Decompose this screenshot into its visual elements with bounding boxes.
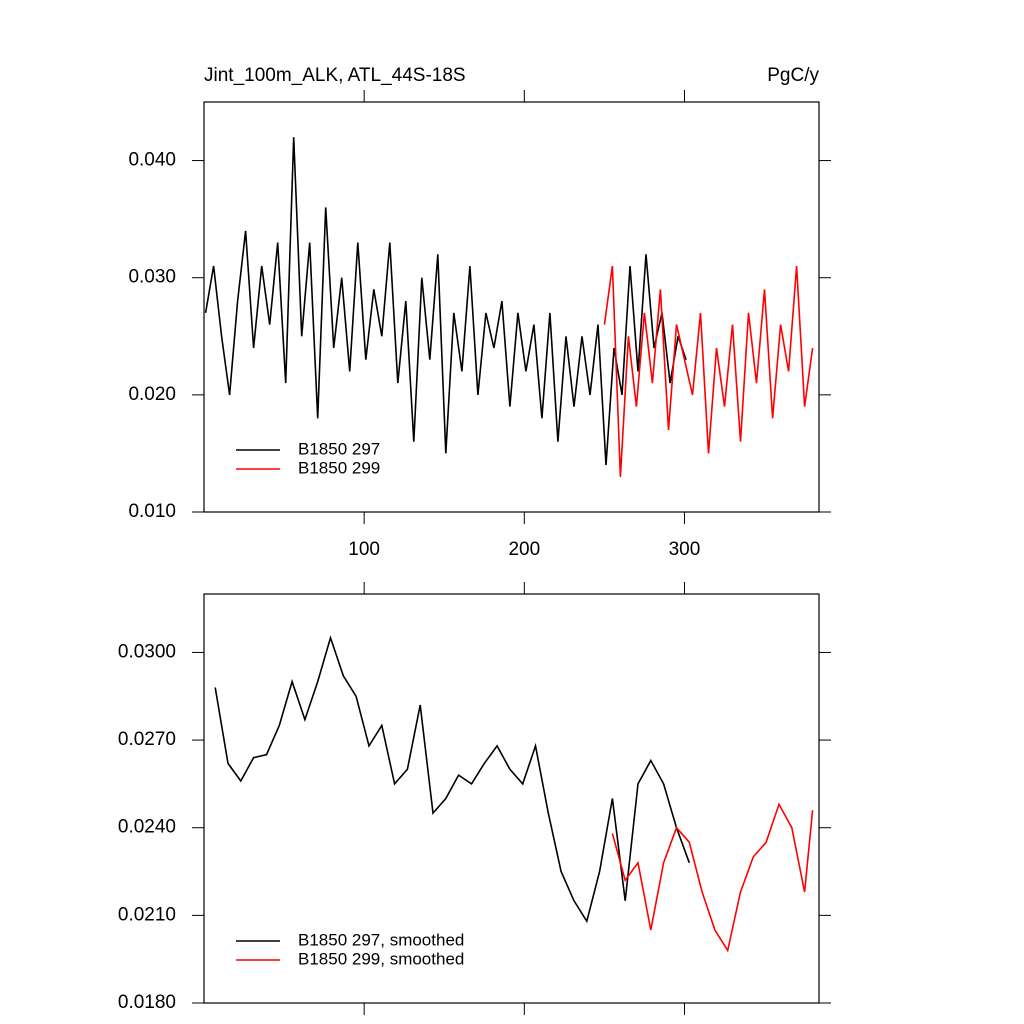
legend-label: B1850 297, smoothed bbox=[298, 930, 464, 949]
plot-frame bbox=[203, 101, 820, 513]
plot-frame bbox=[203, 593, 820, 1004]
legend-label: B1850 297 bbox=[298, 439, 380, 458]
x-tick-label: 300 bbox=[669, 539, 701, 560]
y-tick-label: 0.0210 bbox=[118, 904, 176, 925]
y-tick-label: 0.0180 bbox=[118, 992, 176, 1013]
legend-label: B1850 299 bbox=[298, 458, 380, 477]
panel: 0.010 0.020 0.030 0.040 100 200 300 Jint_100m_A… bbox=[128, 65, 831, 560]
y-tick-label: 0.030 bbox=[128, 267, 176, 288]
data-line bbox=[611, 802, 814, 953]
y-tick-label: 0.020 bbox=[128, 384, 176, 405]
data-line bbox=[204, 137, 687, 466]
units-label: PgC/y bbox=[767, 65, 819, 86]
legend-label: B1850 299, smoothed bbox=[298, 949, 464, 968]
data-line bbox=[603, 265, 814, 477]
y-tick-label: 0.0240 bbox=[118, 817, 176, 838]
panel: 0.0180 0.0210 0.0240 0.0270 0.0300 B1850 297,… bbox=[118, 582, 831, 1015]
x-tick-label: 200 bbox=[508, 539, 540, 560]
y-tick-label: 0.010 bbox=[128, 501, 176, 522]
y-tick-label: 0.0300 bbox=[118, 641, 176, 662]
x-tick-label: 100 bbox=[348, 539, 380, 560]
data-line bbox=[214, 635, 691, 924]
y-tick-label: 0.0270 bbox=[118, 729, 176, 750]
y-tick-label: 0.040 bbox=[128, 150, 176, 171]
chart-title: Jint_100m_ALK, ATL_44S-18S bbox=[204, 65, 466, 86]
